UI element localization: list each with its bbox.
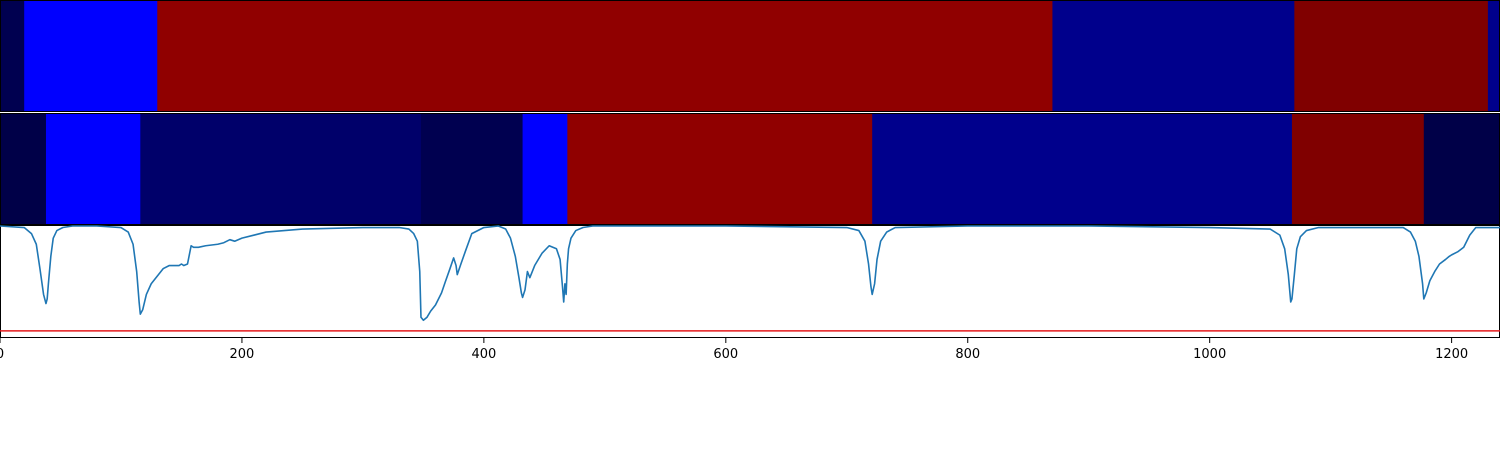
strip-top-segment-0 [0, 0, 25, 112]
x-tick-label-1: 200 [230, 347, 255, 362]
strip-mid-segment-7 [1291, 113, 1425, 225]
segment-strip-top [0, 0, 1500, 112]
strip-mid-segment-4 [522, 113, 568, 225]
strip-top-segment-4 [1294, 0, 1489, 112]
x-tick-label-5: 1000 [1193, 347, 1226, 362]
signal-plot-frame [0, 225, 1500, 338]
x-tick-label-2: 400 [471, 347, 496, 362]
strip-top-segment-1 [24, 0, 158, 112]
strip-mid-segment-5 [567, 113, 873, 225]
signal-series-group [0, 225, 1500, 322]
strip-top-segment-2 [157, 0, 1053, 112]
strip-top-segment-5 [1487, 0, 1500, 112]
signal-line-0 [0, 225, 1500, 322]
strip-mid-segment-3 [420, 113, 524, 225]
x-axis: 0 200 400 600 800 1000 1200 [0, 338, 1468, 362]
strip-mid-segment-2 [140, 113, 422, 225]
strip-mid-segment-1 [45, 113, 141, 225]
x-tick-label-3: 600 [713, 347, 738, 362]
signal-plot: 0 200 400 600 800 1000 1200 [0, 225, 1500, 362]
strip-top-segment-3 [1052, 0, 1295, 112]
x-tick-label-6: 1200 [1435, 347, 1468, 362]
x-tick-label-0: 0 [0, 347, 4, 362]
strip-mid-segment-6 [872, 113, 1293, 225]
strip-mid-segment-8 [1423, 113, 1500, 225]
x-tick-label-4: 800 [955, 347, 980, 362]
strip-mid-segment-0 [0, 113, 47, 225]
segment-strip-middle [0, 113, 1500, 225]
